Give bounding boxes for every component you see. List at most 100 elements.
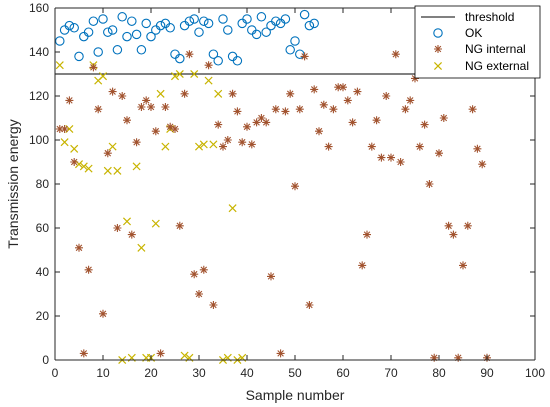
data-point <box>65 96 74 105</box>
data-point <box>267 272 275 281</box>
data-point <box>463 221 472 230</box>
data-point <box>262 118 271 127</box>
data-point <box>324 142 333 151</box>
data-point <box>363 230 371 239</box>
data-point <box>473 144 482 153</box>
data-point <box>122 31 132 42</box>
data-point <box>213 56 223 66</box>
data-point <box>430 353 439 362</box>
data-point <box>189 14 199 24</box>
data-point <box>185 50 194 59</box>
data-point <box>305 301 314 309</box>
x-tick-label: 10 <box>96 366 110 380</box>
data-point <box>280 14 291 24</box>
data-point <box>228 204 237 213</box>
data-point <box>199 265 208 274</box>
x-tick-label: 80 <box>432 366 446 380</box>
x-tick-label: 20 <box>144 366 158 380</box>
data-point <box>257 114 266 122</box>
data-point <box>358 261 367 270</box>
data-point <box>55 61 64 70</box>
data-point <box>295 49 305 59</box>
data-point <box>155 20 166 31</box>
legend-ng-internal-label: NG internal <box>465 42 526 56</box>
data-point <box>382 92 391 100</box>
data-point <box>401 105 410 114</box>
ng-external-marker-icon <box>433 61 443 71</box>
data-point <box>64 20 75 31</box>
data-point <box>406 96 415 105</box>
ok-marker-icon <box>433 28 443 38</box>
data-point <box>103 166 112 175</box>
data-point <box>69 23 79 33</box>
data-point <box>396 158 405 166</box>
data-point <box>137 103 146 111</box>
data-point <box>146 31 156 42</box>
data-point <box>232 56 243 66</box>
data-point <box>142 96 151 105</box>
data-point <box>203 18 214 29</box>
x-tick-label: 0 <box>52 366 59 380</box>
data-point <box>94 105 103 114</box>
data-point <box>103 149 112 158</box>
data-point <box>295 105 304 114</box>
data-point <box>108 142 117 151</box>
data-point <box>478 160 487 169</box>
data-point <box>103 27 113 37</box>
data-point <box>113 166 122 175</box>
data-point <box>83 27 94 37</box>
data-point <box>208 49 219 59</box>
data-point <box>329 105 338 114</box>
x-tick-label: 50 <box>288 366 302 380</box>
x-tick-label: 90 <box>480 366 494 380</box>
data-point <box>425 180 434 188</box>
data-point <box>175 69 184 79</box>
data-point <box>74 51 84 62</box>
x-tick-label: 70 <box>384 366 398 380</box>
data-point <box>137 243 146 252</box>
data-point <box>285 45 295 55</box>
data-point <box>454 353 463 362</box>
data-point <box>243 122 251 131</box>
data-point <box>194 27 204 37</box>
data-point <box>204 76 213 85</box>
axes-layer: 0 10 20 30 40 50 60 70 80 90 100 0 20 40 60 80 100 120 140… <box>29 1 545 380</box>
data-point <box>113 224 122 232</box>
data-point <box>290 36 300 46</box>
data-point <box>343 96 352 105</box>
data-point <box>214 89 223 98</box>
data-point <box>233 107 242 116</box>
data-point <box>339 83 347 92</box>
data-point <box>55 36 65 46</box>
data-point <box>132 162 141 171</box>
data-point <box>209 140 218 149</box>
data-point <box>459 261 467 270</box>
data-point <box>391 50 400 59</box>
data-point <box>271 105 280 114</box>
data-point <box>218 14 228 24</box>
data-point <box>372 116 381 125</box>
y-tick-label: 20 <box>36 309 50 323</box>
data-point <box>309 18 319 29</box>
data-point <box>98 14 108 24</box>
data-point <box>99 309 107 318</box>
data-point <box>79 162 88 171</box>
data-point <box>247 140 256 149</box>
data-point <box>367 142 376 151</box>
data-point <box>180 351 189 360</box>
legend-ok-label: OK <box>465 26 482 40</box>
legend-ng-internal-swatch <box>434 45 442 53</box>
data-point <box>136 45 147 55</box>
x-tick-label: 60 <box>336 366 350 380</box>
data-point <box>420 120 429 129</box>
series-ok <box>55 9 319 66</box>
data-point <box>204 61 213 70</box>
data-point <box>190 270 199 279</box>
data-point <box>84 265 93 274</box>
legend-ng-external-label: NG external <box>465 59 529 73</box>
data-point <box>166 122 175 131</box>
data-point <box>171 125 179 133</box>
data-point <box>161 142 170 151</box>
data-point <box>175 221 184 230</box>
